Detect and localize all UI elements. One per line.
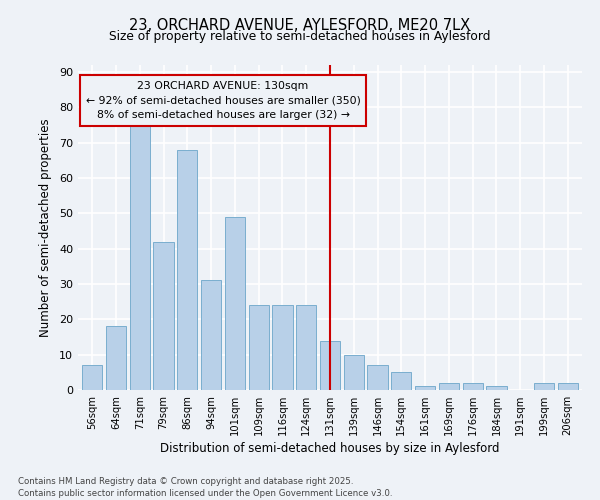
Bar <box>82 366 103 390</box>
Bar <box>487 386 506 390</box>
X-axis label: Distribution of semi-detached houses by size in Aylesford: Distribution of semi-detached houses by … <box>160 442 500 455</box>
Text: 23 ORCHARD AVENUE: 130sqm
← 92% of semi-detached houses are smaller (350)
8% of : 23 ORCHARD AVENUE: 130sqm ← 92% of semi-… <box>86 81 361 120</box>
Bar <box>225 217 245 390</box>
Bar <box>415 386 435 390</box>
Bar <box>344 354 364 390</box>
Bar <box>296 305 316 390</box>
Bar <box>557 383 578 390</box>
Bar <box>106 326 126 390</box>
Text: Size of property relative to semi-detached houses in Aylesford: Size of property relative to semi-detach… <box>109 30 491 43</box>
Bar <box>248 305 269 390</box>
Text: Contains HM Land Registry data © Crown copyright and database right 2025.
Contai: Contains HM Land Registry data © Crown c… <box>18 476 392 498</box>
Y-axis label: Number of semi-detached properties: Number of semi-detached properties <box>39 118 52 337</box>
Text: 23, ORCHARD AVENUE, AYLESFORD, ME20 7LX: 23, ORCHARD AVENUE, AYLESFORD, ME20 7LX <box>130 18 470 32</box>
Bar <box>320 340 340 390</box>
Bar <box>391 372 412 390</box>
Bar <box>130 125 150 390</box>
Bar <box>177 150 197 390</box>
Bar <box>463 383 483 390</box>
Bar <box>534 383 554 390</box>
Bar <box>154 242 173 390</box>
Bar <box>272 305 293 390</box>
Bar <box>439 383 459 390</box>
Bar <box>201 280 221 390</box>
Bar <box>367 366 388 390</box>
